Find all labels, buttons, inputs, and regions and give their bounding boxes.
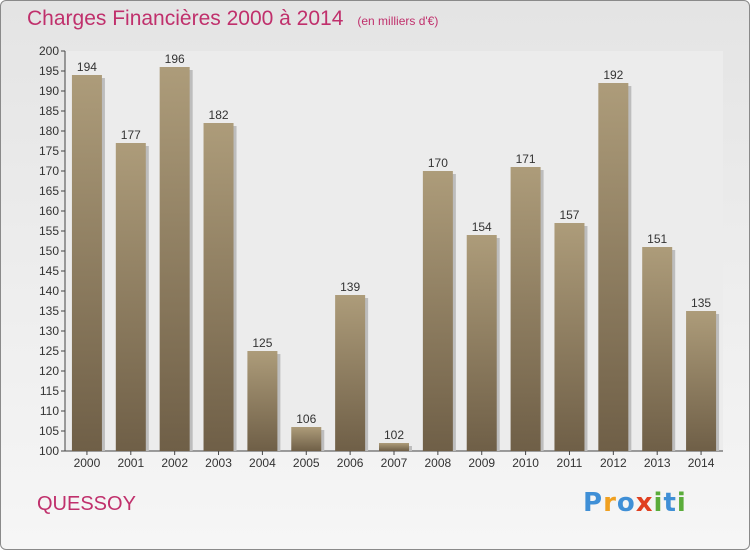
bar <box>71 75 102 451</box>
bar <box>247 351 278 451</box>
chart-title: Charges Financières 2000 à 2014 (en milli… <box>27 7 438 31</box>
chart-title-text: Charges Financières 2000 à 2014 <box>27 7 344 30</box>
data-label: 154 <box>472 220 492 234</box>
data-label: 192 <box>603 68 623 82</box>
logo-letter: P <box>583 488 604 518</box>
data-label: 171 <box>516 152 536 166</box>
x-tick-label: 2008 <box>425 456 452 470</box>
bar <box>510 167 541 451</box>
y-tick-label: 125 <box>39 344 59 358</box>
logo-letter: i <box>676 488 687 518</box>
commune-name: QUESSOY <box>37 493 136 515</box>
bar <box>642 247 673 451</box>
logo-letter: t <box>663 488 677 518</box>
y-tick-label: 115 <box>40 384 59 398</box>
logo-letter: r <box>603 488 617 518</box>
bar <box>598 83 629 451</box>
data-label: 151 <box>647 232 667 246</box>
x-tick-label: 2007 <box>381 456 408 470</box>
y-tick-label: 200 <box>39 44 59 58</box>
y-tick-label: 145 <box>39 264 59 278</box>
y-tick-label: 170 <box>39 164 59 178</box>
chart-subtitle: (en milliers d'€) <box>357 14 439 28</box>
logo-letter: i <box>653 488 664 518</box>
y-tick-label: 100 <box>39 444 59 458</box>
bar <box>422 171 453 451</box>
data-label: 125 <box>252 336 272 350</box>
y-tick-label: 195 <box>39 64 59 78</box>
y-tick-label: 155 <box>39 224 59 238</box>
y-tick-label: 180 <box>39 124 59 138</box>
y-tick-label: 140 <box>39 284 59 298</box>
x-tick-label: 2013 <box>644 456 671 470</box>
x-tick-label: 2005 <box>293 456 320 470</box>
logo-letter: x <box>635 488 654 518</box>
y-tick-label: 175 <box>39 144 59 158</box>
x-tick-label: 2010 <box>512 456 539 470</box>
data-label: 177 <box>121 128 141 142</box>
y-tick-label: 185 <box>39 104 59 118</box>
bar <box>686 311 717 451</box>
data-label: 135 <box>691 296 711 310</box>
x-tick-label: 2001 <box>117 456 144 470</box>
data-label: 139 <box>340 280 360 294</box>
bar <box>466 235 497 451</box>
bar <box>335 295 366 451</box>
y-tick-label: 130 <box>39 324 59 338</box>
x-tick-label: 2006 <box>337 456 364 470</box>
bar <box>554 223 585 451</box>
y-tick-label: 165 <box>39 184 59 198</box>
logo-letter: o <box>616 488 636 518</box>
bar <box>291 427 322 451</box>
data-label: 194 <box>77 60 97 74</box>
x-tick-label: 2003 <box>205 456 232 470</box>
bar <box>203 123 234 451</box>
y-tick-label: 150 <box>39 244 59 258</box>
y-tick-label: 110 <box>40 404 59 418</box>
x-tick-label: 2000 <box>74 456 101 470</box>
data-label: 196 <box>165 52 185 66</box>
data-label: 157 <box>559 208 579 222</box>
x-tick-label: 2012 <box>600 456 627 470</box>
data-label: 102 <box>384 428 404 442</box>
data-label: 182 <box>209 108 229 122</box>
proxiti-logo: Proxiti <box>583 488 687 518</box>
bar <box>379 443 409 451</box>
x-tick-label: 2009 <box>468 456 495 470</box>
data-label: 106 <box>296 412 316 426</box>
data-label: 170 <box>428 156 448 170</box>
y-tick-label: 160 <box>39 204 59 218</box>
y-tick-label: 190 <box>39 84 59 98</box>
y-tick-label: 105 <box>39 424 59 438</box>
x-tick-label: 2011 <box>557 456 583 470</box>
x-tick-label: 2002 <box>161 456 188 470</box>
x-tick-label: 2014 <box>688 456 715 470</box>
y-tick-label: 135 <box>39 304 59 318</box>
y-tick-label: 120 <box>39 364 59 378</box>
bar <box>115 143 146 451</box>
bar <box>159 67 190 451</box>
x-tick-label: 2004 <box>249 456 276 470</box>
